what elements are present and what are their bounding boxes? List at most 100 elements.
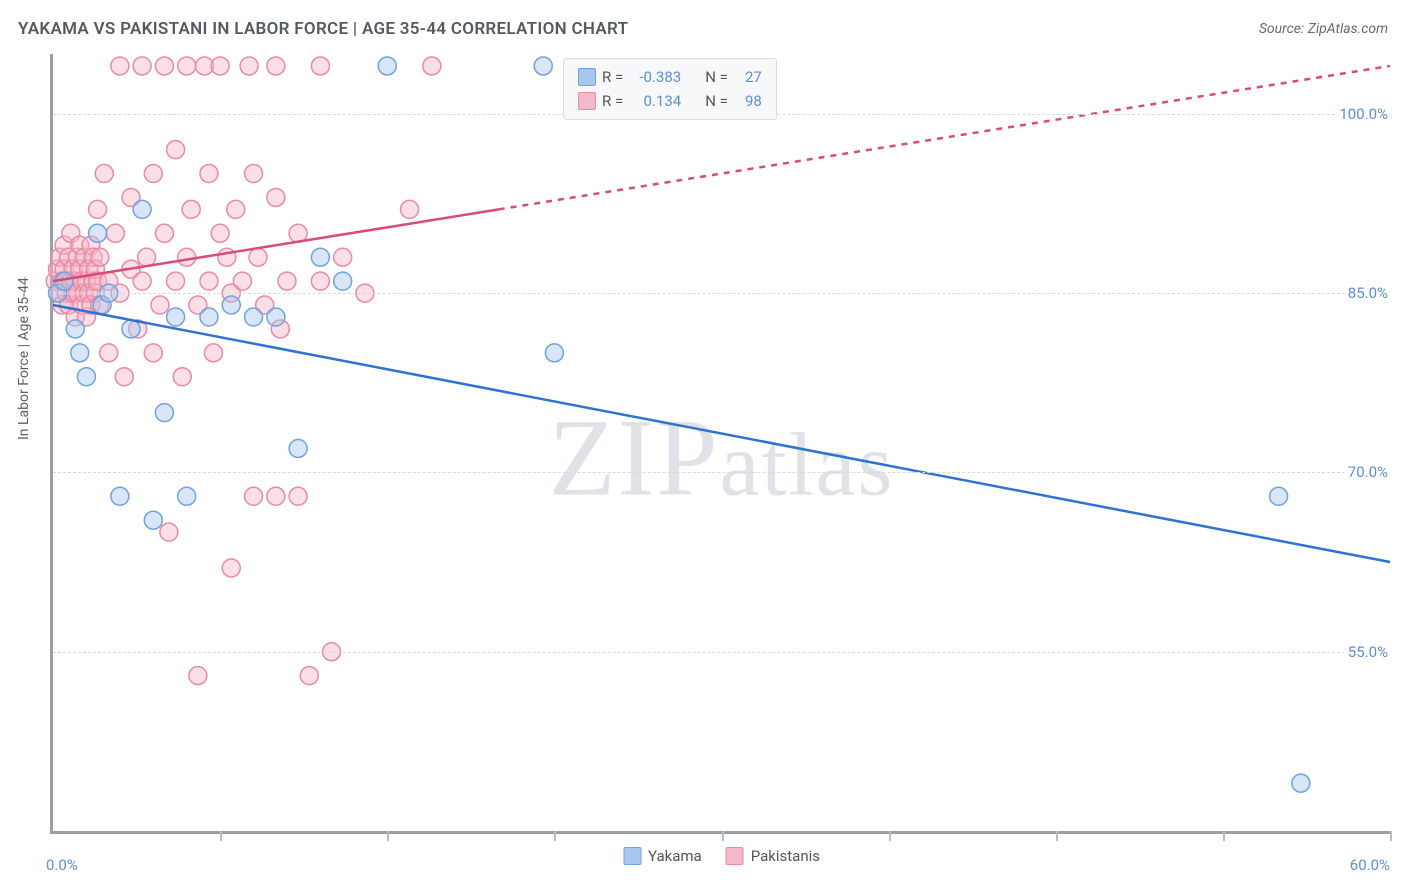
data-point [173, 368, 191, 386]
y-tick-label: 70.0% [1344, 463, 1392, 481]
gridline [53, 293, 1390, 294]
x-tick [220, 831, 222, 841]
legend-swatch [726, 847, 744, 865]
data-point [334, 248, 352, 266]
data-point [91, 248, 109, 266]
data-point [77, 368, 95, 386]
legend-row: R = 0.134 N = 98 [578, 89, 762, 113]
chart-header: YAKAMA VS PAKISTANI IN LABOR FORCE | AGE… [0, 0, 1406, 48]
data-point [89, 200, 107, 218]
x-max-label: 60.0% [1350, 856, 1390, 874]
gridline [53, 652, 1390, 653]
legend-r-label: R = [602, 65, 623, 89]
data-point [155, 57, 173, 75]
plot-area: ZIPatlas 55.0%70.0%85.0%100.0% R =-0.383… [50, 54, 1390, 834]
data-point [106, 224, 124, 242]
legend-n-value: 98 [734, 89, 762, 113]
data-point [245, 308, 263, 326]
y-axis-title: In Labor Force | Age 35-44 [16, 277, 32, 440]
legend-r-value: -0.383 [629, 65, 681, 89]
data-point [1292, 774, 1310, 792]
data-point [289, 439, 307, 457]
legend-r-value: 0.134 [629, 89, 681, 113]
data-point [115, 368, 133, 386]
data-point [227, 200, 245, 218]
data-point [122, 320, 140, 338]
legend-swatch [578, 92, 596, 110]
trend-line [53, 305, 1390, 562]
series-legend-item: Pakistanis [726, 847, 820, 865]
data-point [144, 511, 162, 529]
data-point [155, 224, 173, 242]
trend-line [53, 209, 499, 281]
data-point [300, 667, 318, 685]
data-point [378, 57, 396, 75]
x-tick [722, 831, 724, 841]
data-point [222, 559, 240, 577]
data-point [71, 344, 89, 362]
data-point [167, 141, 185, 159]
data-point [211, 57, 229, 75]
data-point [95, 165, 113, 183]
source-label: Source: ZipAtlas.com [1259, 21, 1388, 37]
data-point [289, 487, 307, 505]
legend-swatch [623, 847, 641, 865]
data-point [401, 200, 419, 218]
data-point [178, 57, 196, 75]
data-point [249, 248, 267, 266]
legend-swatch [578, 68, 596, 86]
y-tick-label: 85.0% [1344, 284, 1392, 302]
data-point [245, 165, 263, 183]
legend-n-label: N = [705, 65, 728, 89]
data-point [178, 487, 196, 505]
data-point [311, 248, 329, 266]
data-point [144, 344, 162, 362]
data-point [111, 57, 129, 75]
data-point [189, 667, 207, 685]
x-tick [554, 831, 556, 841]
data-point [100, 344, 118, 362]
data-point [267, 308, 285, 326]
scatter-svg [53, 54, 1390, 831]
data-point [334, 272, 352, 290]
data-point [240, 57, 258, 75]
data-point [233, 272, 251, 290]
data-point [204, 344, 222, 362]
correlation-legend: R =-0.383N =27R =0.134N =98 [563, 58, 777, 120]
data-point [267, 487, 285, 505]
x-tick [889, 831, 891, 841]
data-point [534, 57, 552, 75]
y-tick-label: 100.0% [1335, 105, 1392, 123]
x-min-label: 0.0% [46, 856, 78, 874]
x-tick [1056, 831, 1058, 841]
x-tick [387, 831, 389, 841]
x-tick [1390, 831, 1392, 841]
data-point [267, 57, 285, 75]
data-point [311, 272, 329, 290]
data-point [267, 188, 285, 206]
data-point [167, 272, 185, 290]
data-point [155, 404, 173, 422]
data-point [200, 165, 218, 183]
data-point [133, 272, 151, 290]
data-point [182, 200, 200, 218]
data-point [222, 296, 240, 314]
data-point [151, 296, 169, 314]
gridline [53, 472, 1390, 473]
data-point [167, 308, 185, 326]
data-point [311, 57, 329, 75]
data-point [211, 224, 229, 242]
data-point [545, 344, 563, 362]
data-point [111, 487, 129, 505]
legend-n-label: N = [705, 89, 728, 113]
series-legend-item: Yakama [623, 847, 702, 865]
data-point [89, 224, 107, 242]
series-name: Pakistanis [751, 847, 820, 865]
data-point [1270, 487, 1288, 505]
series-name: Yakama [648, 847, 702, 865]
data-point [200, 308, 218, 326]
data-point [278, 272, 296, 290]
data-point [245, 487, 263, 505]
data-point [144, 165, 162, 183]
legend-r-label: R = [602, 89, 623, 113]
